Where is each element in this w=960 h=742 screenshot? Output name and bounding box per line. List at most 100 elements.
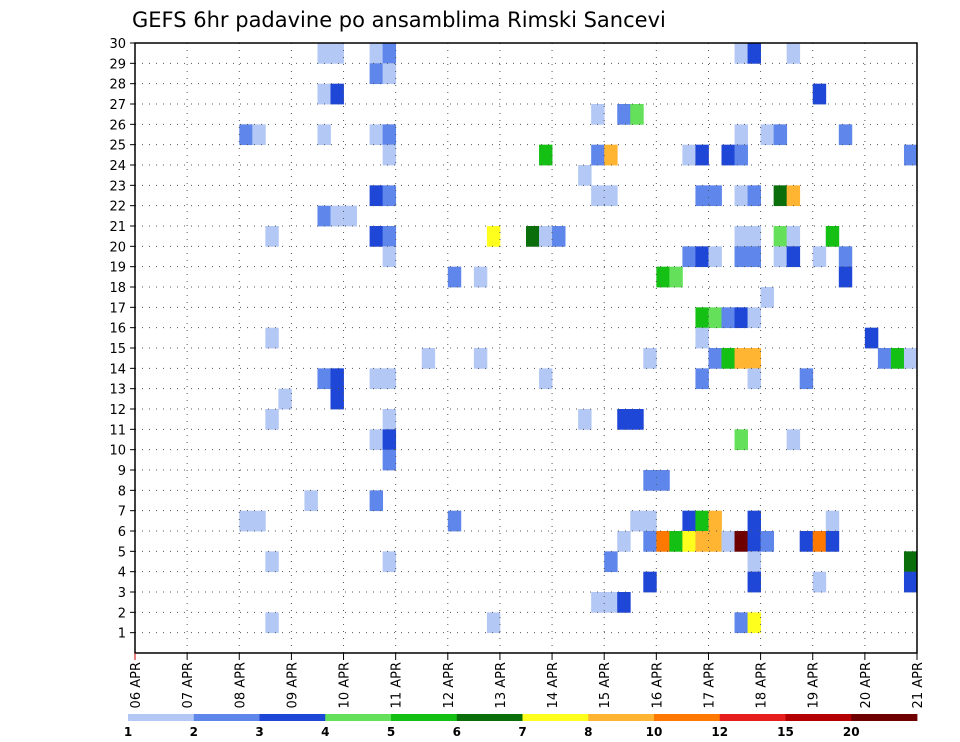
- heatmap-cell: [369, 226, 384, 247]
- legend-label: 2: [190, 725, 198, 739]
- heatmap-cell: [421, 348, 436, 369]
- heatmap-cell: [734, 429, 748, 451]
- heatmap-cell: [734, 307, 748, 329]
- heatmap-cell: [252, 510, 266, 532]
- heatmap-cell: [747, 43, 761, 64]
- heatmap-cell: [773, 185, 788, 207]
- heatmap-cell: [734, 185, 748, 207]
- y-tick-label: 14: [109, 362, 126, 377]
- heatmap-cell: [630, 104, 644, 125]
- legend-swatch: [325, 714, 392, 721]
- y-tick-label: 28: [109, 78, 126, 93]
- heatmap-cell: [747, 307, 761, 329]
- y-tick-label: 3: [118, 586, 126, 601]
- heatmap-cell: [317, 43, 331, 64]
- heatmap-cell: [695, 510, 709, 532]
- heatmap-cell: [578, 409, 592, 430]
- x-tick-label: 20 APR: [859, 662, 874, 708]
- heatmap-cell: [760, 124, 775, 146]
- y-tick-label: 29: [109, 57, 126, 72]
- heatmap-cell: [343, 205, 357, 227]
- heatmap-cell: [812, 83, 827, 105]
- heatmap-cell: [734, 348, 748, 369]
- heatmap-cell: [330, 43, 344, 64]
- heatmap-cell: [591, 104, 605, 125]
- heatmap-cell: [317, 83, 331, 105]
- heatmap-cell: [773, 226, 788, 247]
- heatmap-cell: [526, 226, 540, 247]
- heatmap-cell: [382, 63, 397, 85]
- heatmap-cell: [656, 470, 670, 491]
- legend-swatch: [456, 714, 523, 721]
- heatmap-cell: [486, 612, 501, 634]
- heatmap-cell: [591, 144, 605, 166]
- legend-swatch: [654, 714, 721, 721]
- y-tick-label: 30: [109, 37, 126, 52]
- heatmap-cell: [695, 246, 709, 268]
- heatmap-cell: [812, 531, 827, 552]
- y-tick-label: 4: [118, 566, 126, 581]
- x-tick-label: 08 APR: [233, 662, 248, 708]
- heatmap-cell: [799, 368, 814, 390]
- heatmap-cell: [643, 348, 657, 369]
- heatmap-cell: [890, 348, 905, 369]
- y-tick-label: 20: [109, 240, 126, 255]
- heatmap-cell: [708, 307, 722, 329]
- legend-label: 15: [777, 725, 794, 739]
- heatmap-cell: [486, 226, 501, 247]
- heatmap-cell: [825, 510, 840, 532]
- heatmap-cell: [382, 144, 397, 166]
- y-tick-label: 11: [109, 423, 126, 438]
- heatmap-cell: [708, 348, 722, 369]
- cells-layer: [239, 43, 918, 634]
- heatmap-cell: [330, 388, 344, 410]
- x-tick-label: 16 APR: [650, 662, 665, 708]
- heatmap-cell: [539, 226, 553, 247]
- heatmap-cell: [239, 124, 253, 146]
- y-tick-label: 5: [118, 545, 126, 560]
- heatmap-cell: [382, 124, 397, 146]
- y-tick-label: 15: [109, 342, 126, 357]
- x-tick-label: 10 APR: [338, 662, 353, 708]
- heatmap-cell: [786, 185, 801, 207]
- x-tick-label: 15 APR: [598, 662, 613, 708]
- legend-label: 20: [843, 725, 860, 739]
- heatmap-cell: [447, 510, 462, 532]
- heatmap-cell: [734, 531, 748, 552]
- heatmap-cell: [369, 43, 384, 64]
- heatmap-cell: [747, 612, 761, 634]
- heatmap-cell: [330, 205, 344, 227]
- y-tick-label: 19: [109, 261, 126, 276]
- x-tick-label: 14 APR: [546, 662, 561, 708]
- heatmap-cell: [682, 510, 696, 532]
- y-tick-label: 23: [109, 179, 126, 194]
- legend-swatch: [588, 714, 655, 721]
- heatmap-cell: [369, 185, 384, 207]
- heatmap-cell: [473, 266, 488, 288]
- heatmap-cell: [721, 307, 735, 329]
- y-axis: 1234567891011121314151617181920212223242…: [109, 37, 135, 642]
- heatmap-cell: [604, 592, 618, 613]
- heatmap-cell: [812, 246, 827, 268]
- heatmap-cell: [617, 531, 631, 552]
- x-axis: 06 APR 07 APR 08 APR 09 APR 10 APR 11 APR 12 A…: [129, 653, 926, 708]
- legend-swatch: [391, 714, 458, 721]
- x-tick-label: 18 APR: [755, 662, 770, 708]
- heatmap-cell: [682, 144, 696, 166]
- heatmap-cell: [382, 226, 397, 247]
- heatmap-cell: [747, 348, 761, 369]
- heatmap-cell: [369, 63, 384, 85]
- heatmap-cell: [812, 571, 827, 593]
- heatmap-cell: [825, 226, 840, 247]
- heatmap-cell: [760, 531, 775, 552]
- y-tick-label: 1: [118, 627, 126, 642]
- legend-label: 8: [584, 725, 592, 739]
- heatmap-cell: [317, 205, 331, 227]
- heatmap-cell: [369, 368, 384, 390]
- heatmap-cell: [786, 246, 801, 268]
- heatmap-cell: [239, 510, 253, 532]
- heatmap-cell: [382, 551, 397, 573]
- y-tick-label: 12: [109, 403, 126, 418]
- heatmap-cell: [317, 124, 331, 146]
